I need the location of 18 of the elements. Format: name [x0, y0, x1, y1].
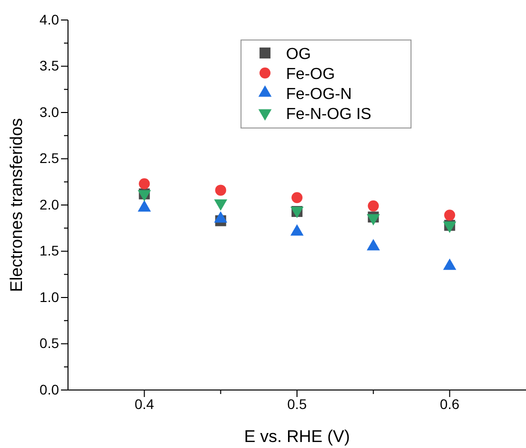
y-tick-label: 3.0 — [40, 104, 60, 120]
y-tick-label: 1.0 — [40, 288, 60, 305]
y-tick-label: 4.0 — [40, 11, 60, 28]
legend-label: Fe-OG-N — [286, 86, 352, 103]
x-tick-label: 0.5 — [287, 396, 307, 412]
y-axis-title: Electrones transferidos — [7, 118, 26, 292]
x-tick-label: 0.4 — [134, 396, 154, 412]
x-tick-label: 0.6 — [440, 396, 460, 412]
x-axis-title: E vs. RHE (V) — [244, 427, 350, 446]
y-tick-label: 0.5 — [40, 335, 60, 352]
y-tick-label: 2.5 — [40, 150, 60, 166]
y-tick-label: 1.5 — [40, 242, 60, 259]
legend-label: OG — [286, 46, 311, 63]
legend-label: Fe-OG — [286, 66, 335, 83]
legend-label: Fe-N-OG IS — [286, 106, 372, 123]
y-tick-label: 3.5 — [40, 58, 60, 74]
y-tick-label: 2.0 — [40, 196, 60, 212]
y-tick-label: 0.0 — [40, 381, 60, 398]
